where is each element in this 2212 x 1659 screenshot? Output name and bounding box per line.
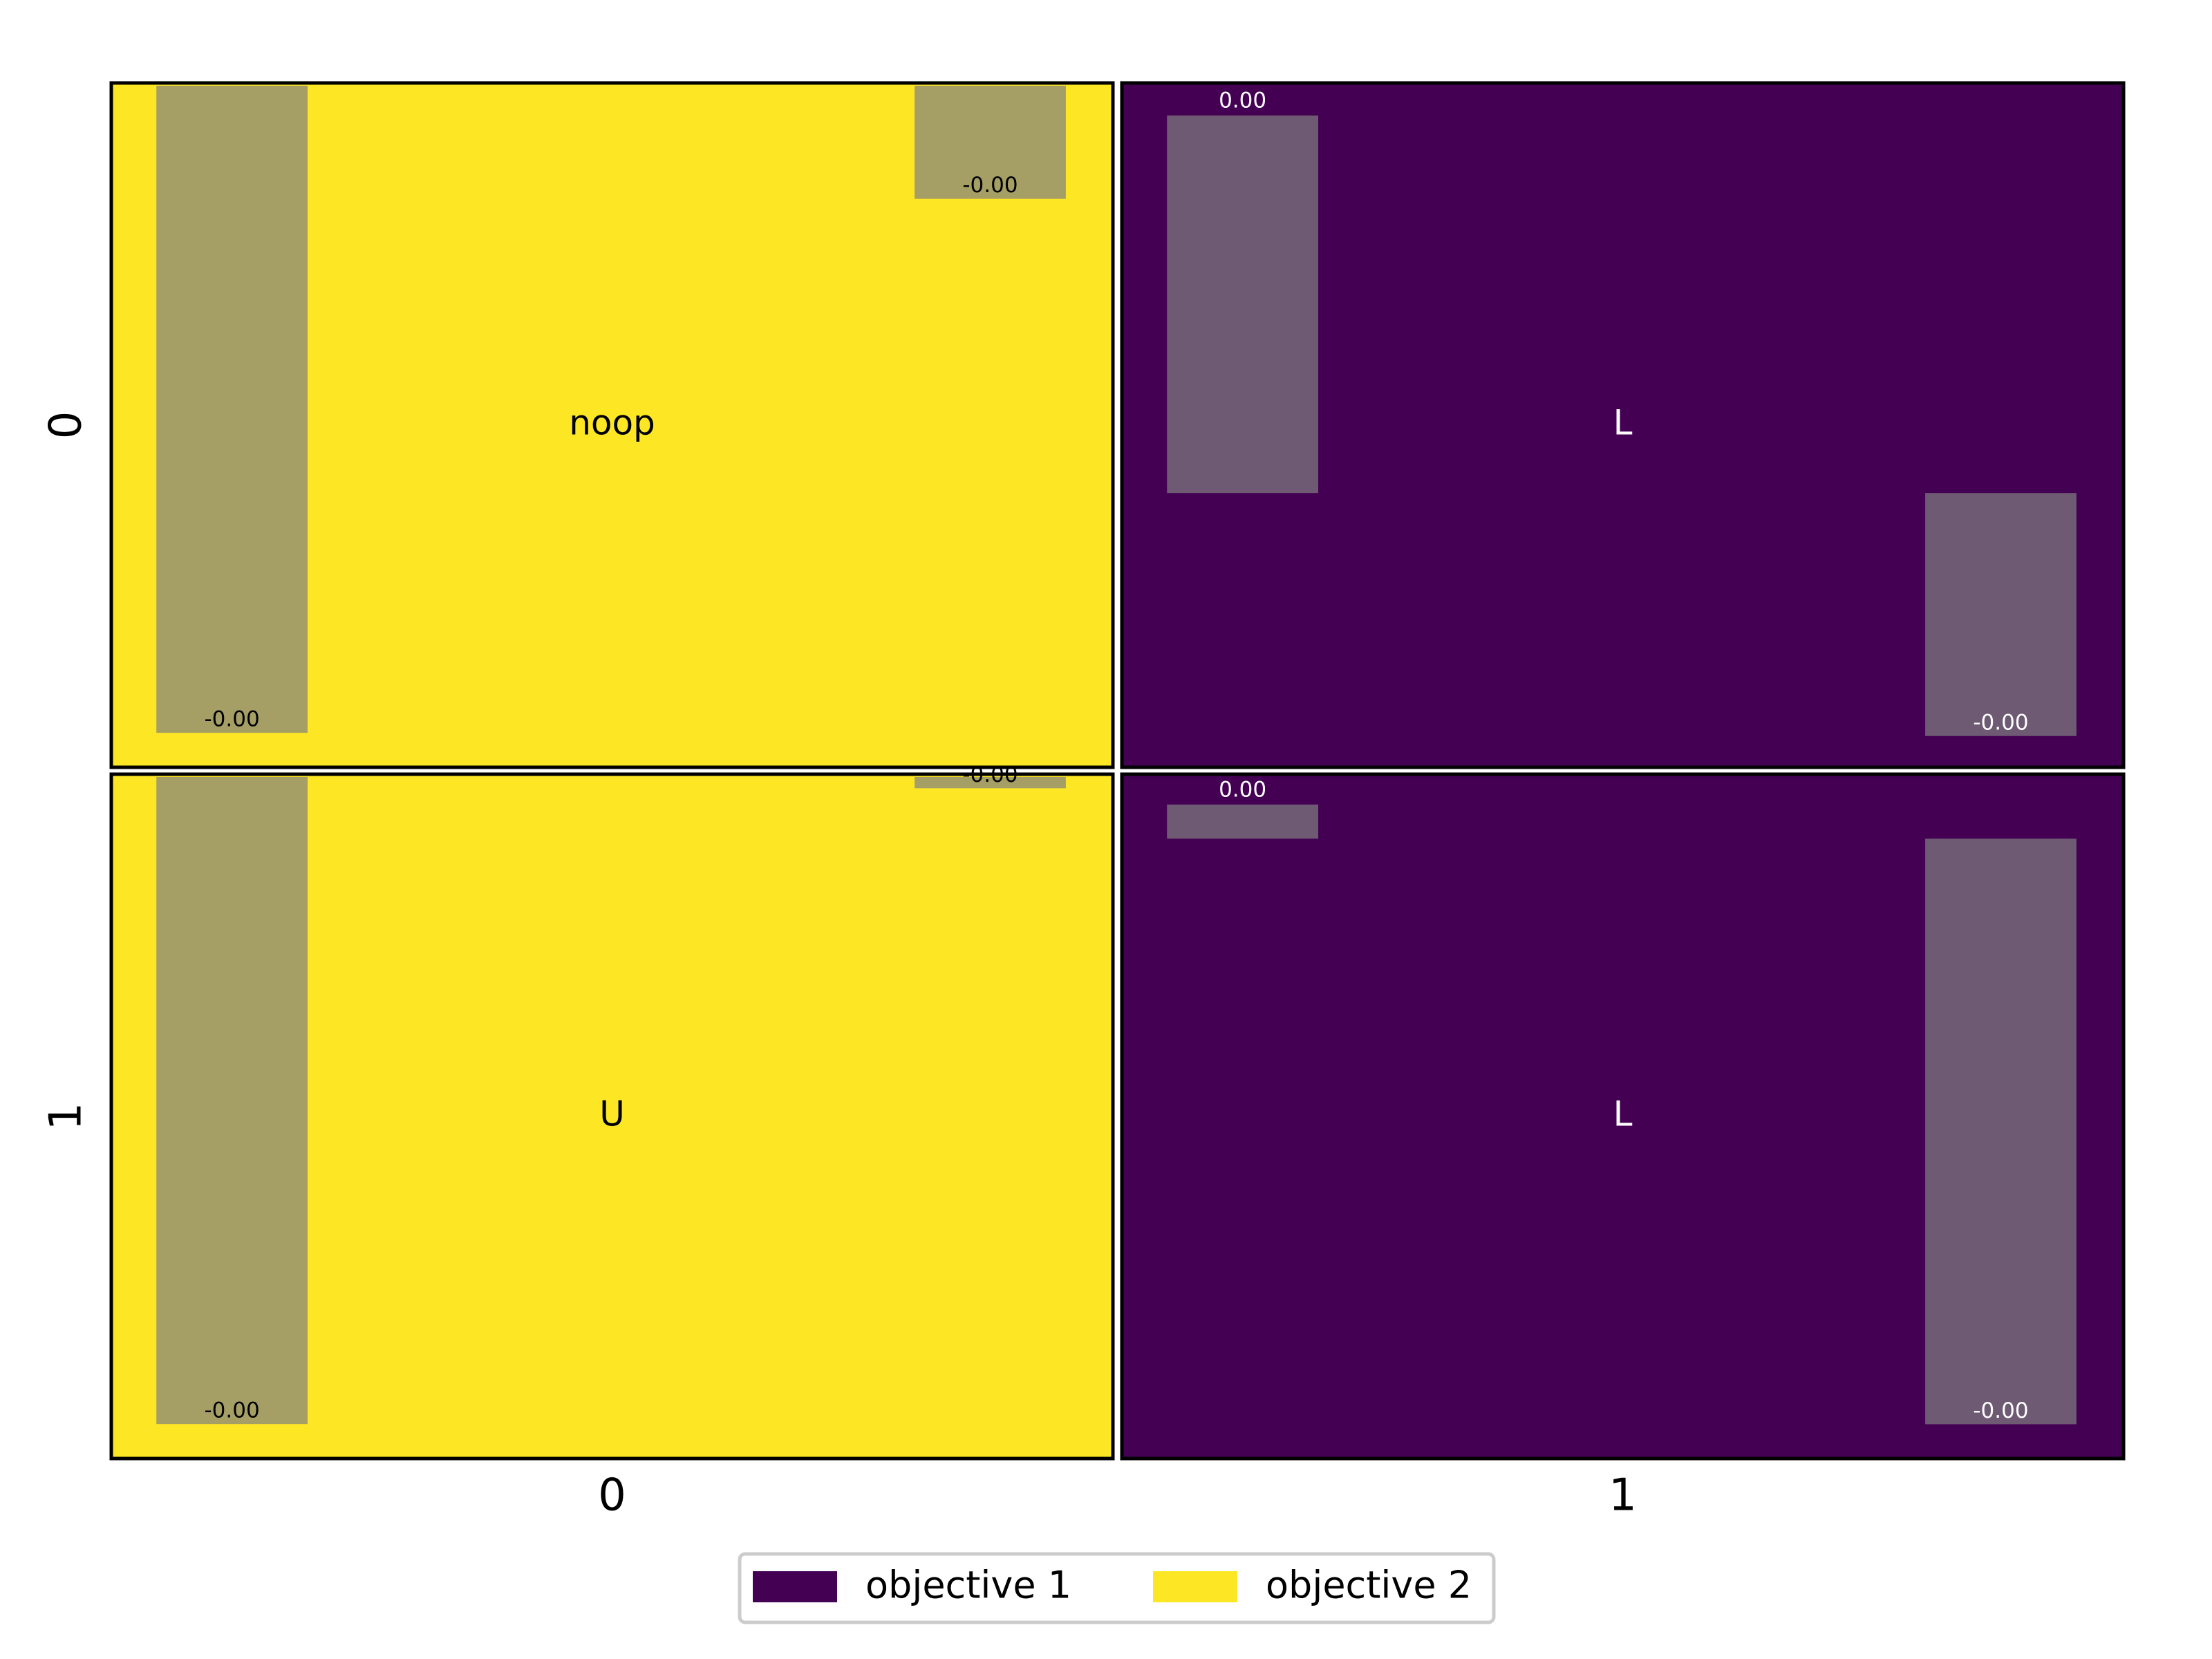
value-label: -0.00 — [1973, 1398, 2028, 1423]
value-label: -0.00 — [1973, 710, 2028, 735]
value-label: -0.00 — [204, 707, 259, 732]
action-label: noop — [569, 403, 655, 443]
value-label: 0.00 — [1219, 777, 1266, 802]
legend-box — [738, 1552, 1496, 1624]
value-label: -0.00 — [204, 1398, 259, 1423]
legend-swatch — [753, 1571, 837, 1602]
bar — [1167, 115, 1319, 494]
x-tick-label: 0 — [598, 1470, 626, 1521]
bar — [1925, 838, 2077, 1425]
legend-label: objective 2 — [1266, 1564, 1472, 1607]
action-label: U — [599, 1094, 625, 1134]
bar — [1925, 493, 2077, 736]
action-label: L — [1613, 1094, 1633, 1134]
y-tick-label: 1 — [41, 1103, 92, 1131]
y-tick-label: 0 — [41, 411, 92, 440]
bar — [915, 86, 1066, 199]
bar — [156, 86, 308, 733]
bar — [915, 777, 1066, 789]
bar — [1167, 804, 1319, 839]
value-label: 0.00 — [1219, 88, 1266, 113]
value-label: -0.00 — [962, 173, 1018, 198]
value-label: -0.00 — [962, 762, 1018, 787]
action-label: L — [1613, 403, 1633, 443]
legend-label: objective 1 — [865, 1564, 1071, 1607]
bar — [156, 777, 308, 1425]
x-tick-label: 1 — [1609, 1470, 1637, 1521]
legend-swatch — [1153, 1571, 1237, 1602]
